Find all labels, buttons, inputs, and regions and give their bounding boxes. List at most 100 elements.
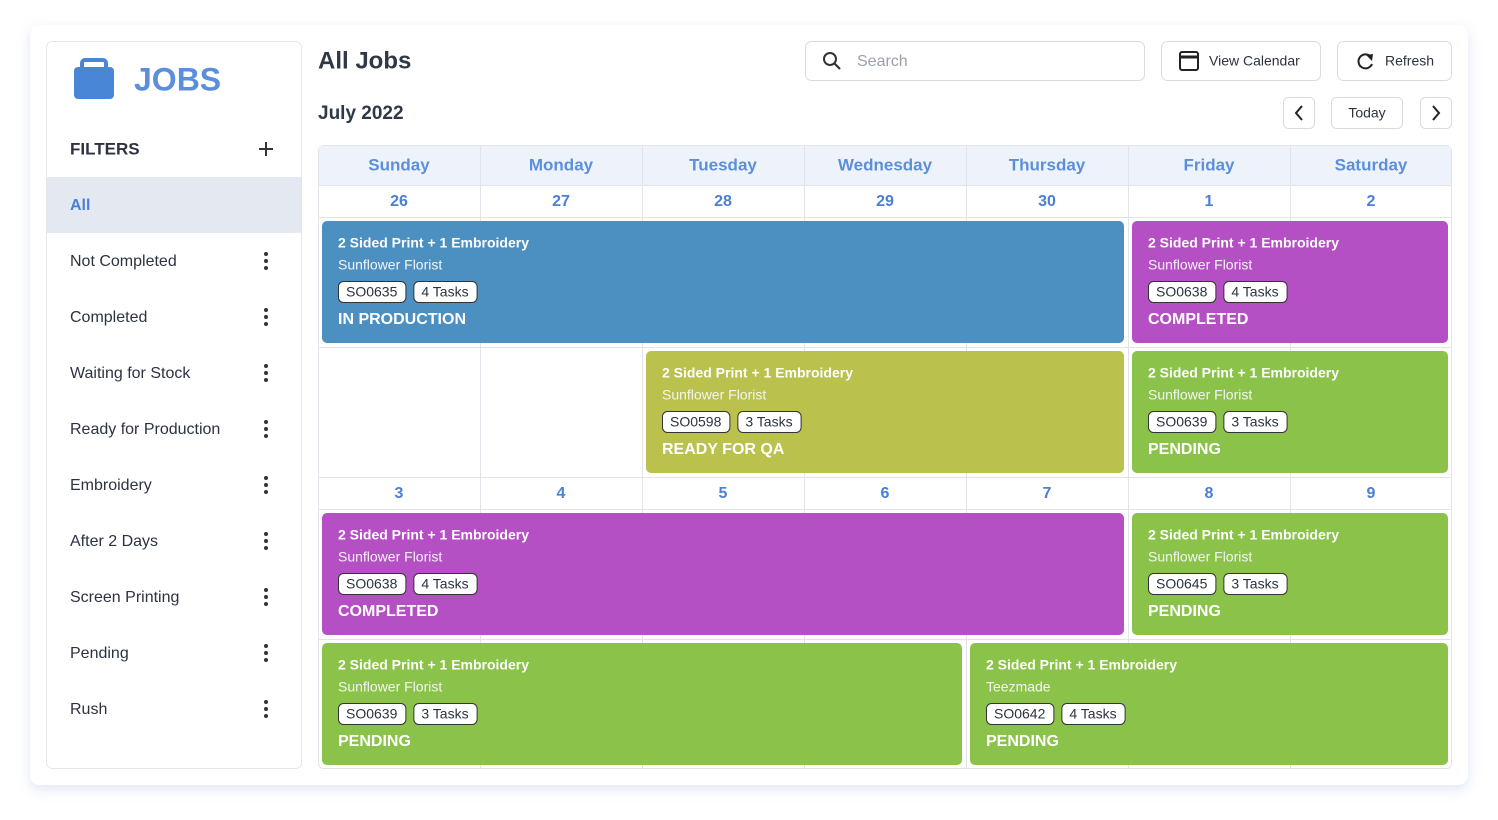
badge bbox=[338, 703, 407, 725]
badge-label: 4 Tasks bbox=[1231, 284, 1278, 300]
event-bg bbox=[322, 513, 1124, 635]
badge bbox=[413, 281, 478, 303]
filter-label: All bbox=[70, 197, 90, 214]
event-status: COMPLETED bbox=[1148, 311, 1248, 328]
filter-list: All Not Completed Completed Waiting for Sto… bbox=[47, 177, 301, 718]
job-event[interactable]: 2 Sided Print + 1 Embroidery Teezmade SO06… bbox=[970, 643, 1448, 765]
badge-label: 3 Tasks bbox=[1231, 576, 1278, 592]
badge bbox=[338, 281, 407, 303]
badge-label: SO0639 bbox=[346, 706, 398, 722]
filter-item[interactable]: Rush bbox=[70, 700, 268, 718]
event-bg bbox=[322, 221, 1124, 343]
event-status: PENDING bbox=[986, 733, 1059, 750]
search-placeholder: Search bbox=[857, 53, 908, 70]
badge-label: 3 Tasks bbox=[421, 706, 468, 722]
job-event[interactable]: 2 Sided Print + 1 Embroidery Sunflower Fl… bbox=[646, 351, 1124, 473]
badge bbox=[1061, 703, 1126, 725]
kebab-dot bbox=[264, 651, 268, 655]
filter-item[interactable]: Completed bbox=[70, 308, 268, 326]
kebab-dot bbox=[264, 427, 268, 431]
event-title: 2 Sided Print + 1 Embroidery bbox=[986, 657, 1177, 673]
event-status: PENDING bbox=[1148, 441, 1221, 458]
date-label: 7 bbox=[1043, 485, 1052, 502]
event-title: 2 Sided Print + 1 Embroidery bbox=[338, 657, 529, 673]
event-customer: Sunflower Florist bbox=[1148, 549, 1252, 565]
kebab-dot bbox=[264, 378, 268, 382]
weekday-label: Tuesday bbox=[689, 155, 757, 174]
badge-label: 3 Tasks bbox=[745, 414, 792, 430]
date-label: 28 bbox=[714, 193, 732, 210]
kebab-dot bbox=[264, 700, 268, 704]
today-button[interactable]: Today bbox=[1331, 97, 1403, 129]
add-filter[interactable] bbox=[259, 142, 273, 156]
date-label: 27 bbox=[552, 193, 570, 210]
job-event[interactable]: 2 Sided Print + 1 Embroidery Sunflower Fl… bbox=[322, 643, 962, 765]
filter-label: Ready for Production bbox=[70, 421, 220, 438]
event-bg bbox=[1132, 351, 1448, 473]
event-title: 2 Sided Print + 1 Embroidery bbox=[662, 365, 853, 381]
badge bbox=[413, 703, 478, 725]
badge bbox=[1223, 281, 1288, 303]
filter-item[interactable]: All bbox=[47, 177, 301, 233]
event-title: 2 Sided Print + 1 Embroidery bbox=[338, 527, 529, 543]
date-label: 8 bbox=[1205, 485, 1214, 502]
refresh-label: Refresh bbox=[1385, 53, 1434, 69]
filter-item[interactable]: Not Completed bbox=[70, 252, 268, 270]
event-customer: Sunflower Florist bbox=[338, 257, 442, 273]
filter-item[interactable]: Screen Printing bbox=[70, 588, 268, 606]
badge bbox=[1223, 573, 1288, 595]
date-label: 3 bbox=[395, 485, 404, 502]
view-calendar-button[interactable]: View Calendar bbox=[1161, 41, 1321, 81]
badge-label: SO0638 bbox=[346, 576, 398, 592]
filter-label: After 2 Days bbox=[70, 533, 158, 550]
badge-label: SO0598 bbox=[670, 414, 722, 430]
event-title: 2 Sided Print + 1 Embroidery bbox=[1148, 235, 1339, 251]
job-event[interactable]: 2 Sided Print + 1 Embroidery Sunflower Fl… bbox=[1132, 513, 1448, 635]
event-title: 2 Sided Print + 1 Embroidery bbox=[338, 235, 529, 251]
date-label: 26 bbox=[390, 193, 408, 210]
event-status: PENDING bbox=[338, 733, 411, 750]
month-label: July 2022 bbox=[318, 103, 404, 124]
prev-button[interactable] bbox=[1283, 97, 1315, 129]
kebab-dot bbox=[264, 315, 268, 319]
event-title: 2 Sided Print + 1 Embroidery bbox=[1148, 527, 1339, 543]
filter-item[interactable]: Pending bbox=[70, 644, 268, 662]
date-label: 2 bbox=[1367, 193, 1376, 210]
kebab-dot bbox=[264, 644, 268, 648]
kebab-dot bbox=[264, 322, 268, 326]
event-bg bbox=[1132, 221, 1448, 343]
filter-item[interactable]: Waiting for Stock bbox=[70, 364, 268, 382]
date-label: 6 bbox=[881, 485, 890, 502]
kebab-dot bbox=[264, 588, 268, 592]
weekday-header-bg bbox=[319, 146, 1451, 185]
event-bg bbox=[970, 643, 1448, 765]
job-event[interactable]: 2 Sided Print + 1 Embroidery Sunflower Fl… bbox=[1132, 221, 1448, 343]
date-label: 30 bbox=[1038, 193, 1056, 210]
filter-item[interactable]: Embroidery bbox=[70, 476, 268, 494]
next-button[interactable] bbox=[1420, 97, 1452, 129]
job-event[interactable]: 2 Sided Print + 1 Embroidery Sunflower Fl… bbox=[1132, 351, 1448, 473]
badge-label: SO0645 bbox=[1156, 576, 1208, 592]
kebab-dot bbox=[264, 707, 268, 711]
date-label: 5 bbox=[719, 485, 728, 502]
date-label: 1 bbox=[1205, 193, 1214, 210]
refresh-button[interactable]: Refresh bbox=[1337, 41, 1452, 81]
filter-label: Embroidery bbox=[70, 477, 152, 494]
job-event[interactable]: 2 Sided Print + 1 Embroidery Sunflower Fl… bbox=[322, 513, 1124, 635]
badge bbox=[1148, 573, 1217, 595]
job-event[interactable]: 2 Sided Print + 1 Embroidery Sunflower Fl… bbox=[322, 221, 1124, 343]
weekday-label: Sunday bbox=[368, 155, 430, 174]
weekday-label: Wednesday bbox=[838, 155, 933, 174]
event-customer: Sunflower Florist bbox=[338, 679, 442, 695]
event-customer: Sunflower Florist bbox=[662, 387, 766, 403]
badge bbox=[338, 573, 407, 595]
briefcase-icon bbox=[74, 58, 114, 99]
filter-item[interactable]: After 2 Days bbox=[70, 532, 268, 550]
badge bbox=[1148, 281, 1217, 303]
search-box[interactable]: Search bbox=[805, 41, 1145, 81]
event-bg bbox=[646, 351, 1124, 473]
weekday-label: Monday bbox=[529, 155, 594, 174]
badge-label: 4 Tasks bbox=[421, 576, 468, 592]
filter-item[interactable]: Ready for Production bbox=[70, 420, 268, 438]
